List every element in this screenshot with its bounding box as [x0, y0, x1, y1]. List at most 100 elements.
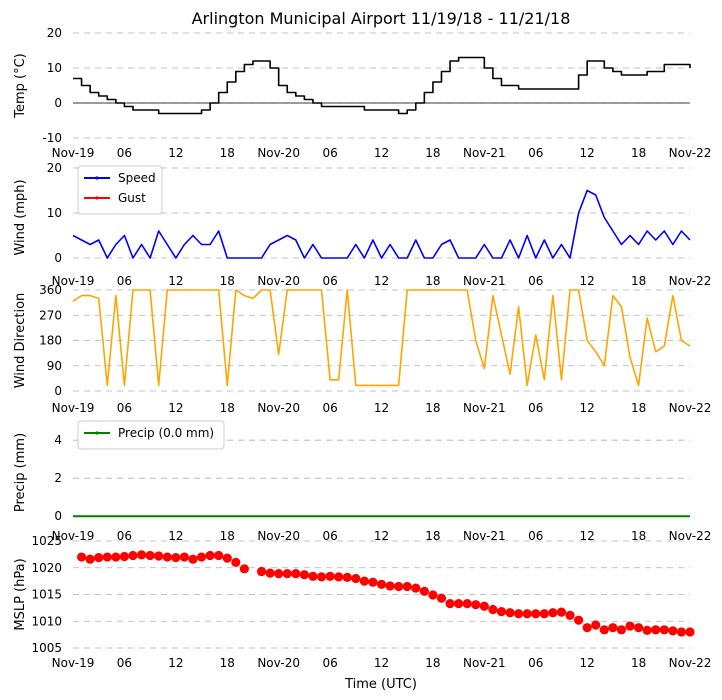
mslp-point [376, 579, 387, 589]
wind-x-tick-label: 12 [580, 274, 595, 288]
wind-legend-marker [95, 196, 99, 200]
temp-x-tick-label: 06 [528, 146, 543, 160]
mslp-point [274, 569, 284, 579]
mslp-point [419, 586, 429, 596]
mslp-point [514, 609, 524, 619]
wind-x-tick-label: 12 [168, 274, 183, 288]
mslp-point [128, 550, 138, 561]
mslp-point [188, 554, 198, 564]
mslp-point [522, 609, 532, 619]
mslp-point [316, 572, 327, 582]
precip-x-tick-label: 18 [220, 529, 235, 543]
mslp-point [171, 552, 181, 563]
direction-y-tick-label: 270 [39, 308, 62, 322]
mslp-point [608, 623, 618, 633]
precip-y-axis-label: Precip (mm) [13, 433, 28, 512]
mslp-point [162, 552, 172, 562]
mslp-point [573, 615, 584, 625]
temp-y-tick-label: 20 [47, 26, 62, 40]
direction-x-tick-label: 06 [322, 401, 337, 415]
precip-x-tick-label: 12 [168, 529, 183, 543]
mslp-x-tick-label: 06 [528, 656, 543, 670]
mslp-point [479, 601, 489, 611]
temp-x-tick-label: Nov-22 [669, 146, 712, 160]
precip-x-tick-label: 06 [117, 529, 132, 543]
direction-x-tick-label: 06 [117, 401, 132, 415]
mslp-point [76, 552, 87, 562]
wind-series-line [72, 189, 691, 259]
temp-y-axis-label: Temp (°C) [13, 53, 28, 119]
mslp-x-tick-label: 06 [322, 656, 337, 670]
precip-x-tick-label: Nov-21 [463, 529, 506, 543]
mslp-point [111, 552, 121, 562]
mslp-point [676, 627, 687, 637]
mslp-point [548, 608, 558, 618]
mslp-point [651, 625, 661, 635]
direction-x-tick-label: 18 [220, 401, 235, 415]
precip-x-tick-label: 06 [322, 529, 337, 543]
temp-x-tick-label: 18 [425, 146, 440, 160]
mslp-point [368, 577, 378, 587]
mslp-point [505, 608, 515, 618]
wind-x-tick-label: 18 [220, 274, 235, 288]
wind-legend-label: Gust [118, 191, 146, 205]
temp-x-tick-label: 18 [631, 146, 646, 160]
mslp-x-tick-label: 12 [580, 656, 595, 670]
mslp-point [85, 554, 95, 564]
mslp-point [488, 604, 498, 615]
mslp-x-tick-label: Nov-21 [463, 656, 506, 670]
wind-x-tick-label: Nov-22 [669, 274, 712, 288]
mslp-x-tick-label: 12 [168, 656, 183, 670]
wind-x-tick-label: 12 [374, 274, 389, 288]
direction-x-tick-label: Nov-19 [52, 401, 95, 415]
mslp-point [659, 625, 669, 635]
direction-x-tick-label: Nov-22 [669, 401, 712, 415]
mslp-point [394, 581, 404, 592]
precip-panel: 0 2 4 Precip (mm) Nov-19 06 12 18 Nov-20 06 12 18 No… [13, 420, 711, 543]
wind-x-tick-label: Nov-21 [463, 274, 506, 288]
mslp-point [239, 564, 249, 574]
mslp-point [445, 598, 455, 609]
wind-y-axis-label: Wind (mph) [13, 179, 28, 255]
mslp-x-tick-label: Nov-22 [669, 656, 712, 670]
precip-x-tick-label: 12 [374, 529, 389, 543]
mslp-point [428, 590, 438, 600]
temp-y-tick-label: 0 [54, 96, 62, 110]
mslp-point [291, 569, 301, 579]
wind-x-tick-label: 18 [631, 274, 646, 288]
mslp-point [145, 550, 155, 561]
mslp-point [196, 552, 207, 562]
temp-x-tick-label: Nov-20 [257, 146, 300, 160]
mslp-point [685, 627, 695, 637]
mslp-point [668, 626, 678, 636]
mslp-y-tick-label: 1015 [31, 588, 62, 602]
mslp-y-tick-label: 1020 [31, 561, 62, 575]
mslp-point [625, 621, 635, 631]
wind-x-tick-label: Nov-19 [52, 274, 95, 288]
mslp-point [231, 557, 241, 568]
precip-x-tick-label: 12 [580, 529, 595, 543]
temp-x-tick-label: 06 [117, 146, 132, 160]
mslp-point [496, 607, 507, 617]
precip-y-tick-label: 4 [54, 433, 62, 447]
mslp-point [642, 625, 652, 635]
wind-legend-label: Speed [118, 171, 156, 185]
direction-x-tick-label: Nov-20 [257, 401, 300, 415]
wind-y-tick-label: 20 [47, 161, 62, 175]
temp-panel: -10 0 10 20 Temp (°C) Nov-19 06 12 18 Nov-20 06 12 1… [13, 26, 711, 160]
temp-x-tick-label: 18 [220, 146, 235, 160]
temp-x-tick-label: 12 [168, 146, 183, 160]
mslp-point [599, 625, 609, 635]
wind-x-tick-label: 06 [322, 274, 337, 288]
direction-x-tick-label: 18 [631, 401, 646, 415]
precip-x-tick-label: Nov-19 [52, 529, 95, 543]
mslp-point [94, 552, 104, 563]
temp-x-tick-label: 12 [580, 146, 595, 160]
mslp-point [436, 593, 447, 603]
direction-x-tick-label: 12 [168, 401, 183, 415]
mslp-point [256, 566, 267, 577]
mslp-x-tick-label: 12 [374, 656, 389, 670]
